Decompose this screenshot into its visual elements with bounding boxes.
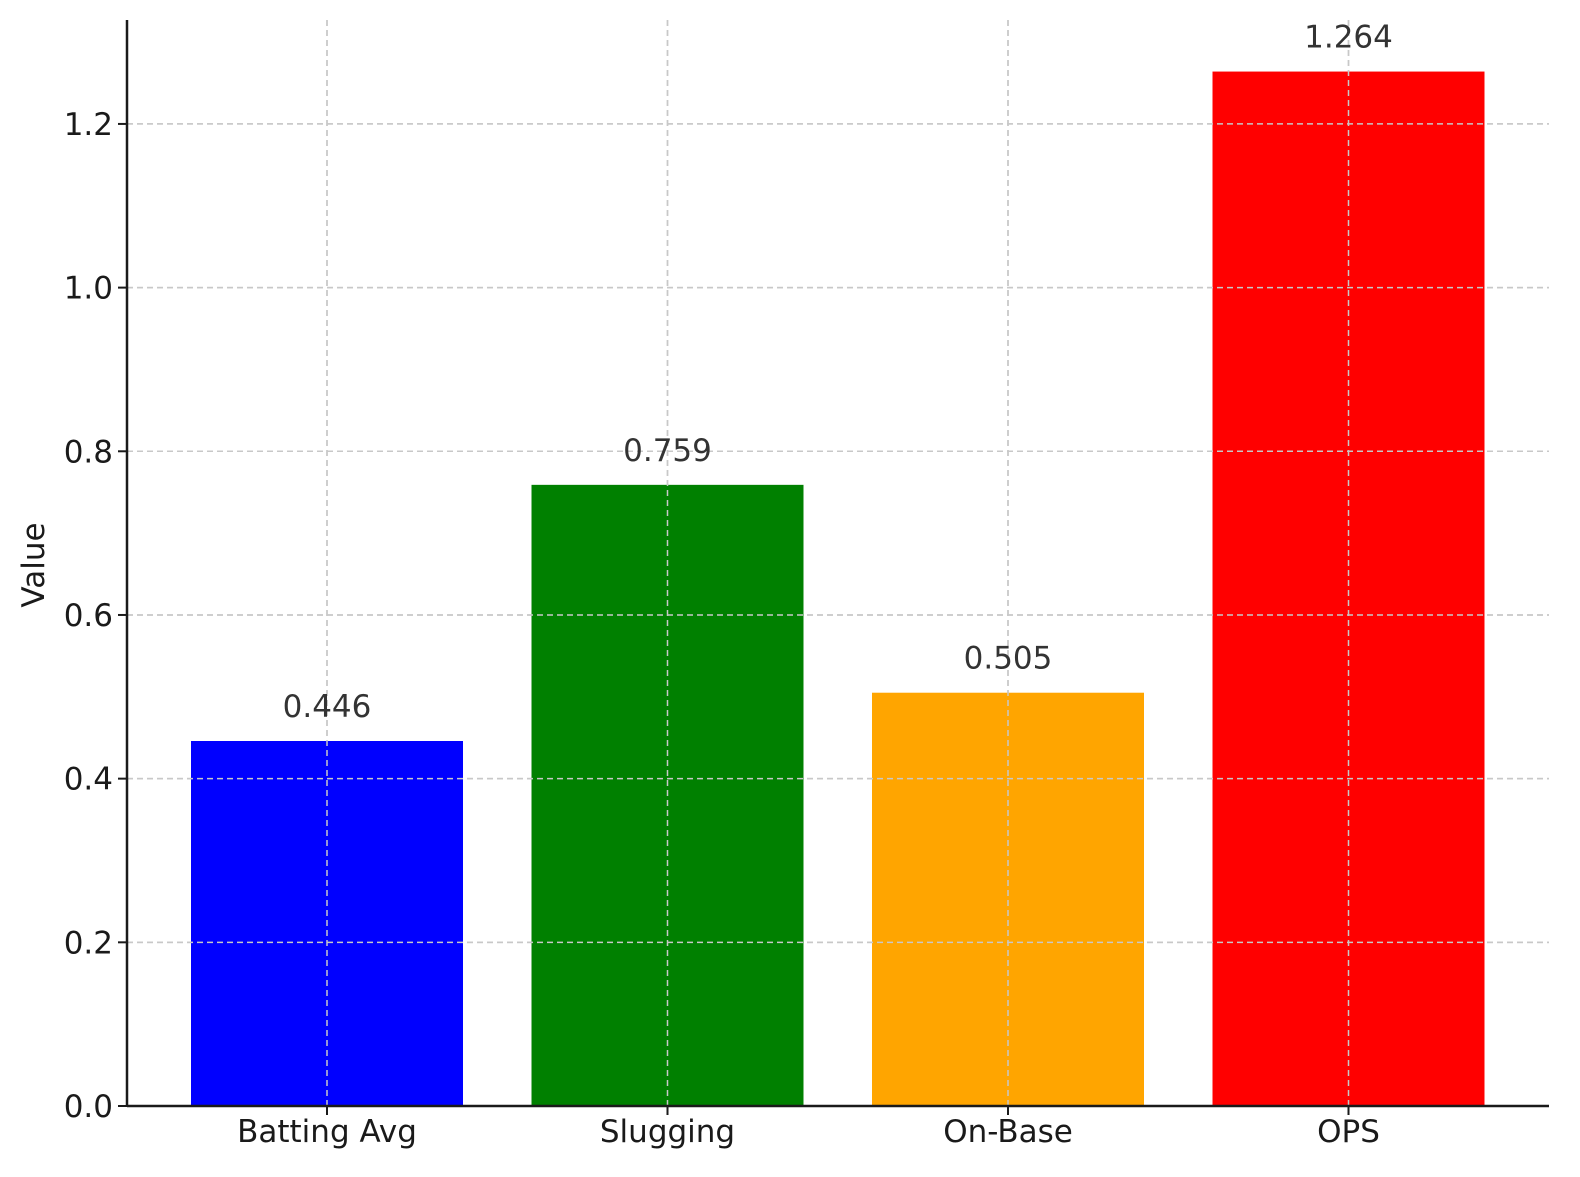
bars [127, 20, 1549, 1107]
bar-value-label: 0.505 [964, 641, 1053, 677]
x-tick-label: On-Base [943, 1114, 1073, 1150]
axes [118, 20, 1549, 1115]
x-tick-label: Slugging [600, 1114, 735, 1150]
bar-value-label: 0.446 [283, 689, 372, 725]
bar-value-label: 0.759 [623, 433, 712, 469]
y-tick-label: 1.0 [64, 271, 113, 307]
labels: 0.0 0.2 0.4 0.6 0.8 1.0 1.2 0.446 Batting Avg 0.7… [64, 20, 1393, 1150]
bar-value-label: 1.264 [1304, 20, 1393, 56]
y-tick-label: 0.4 [64, 762, 113, 798]
x-tick-label: Batting Avg [237, 1114, 417, 1150]
y-tick-label: 0.6 [64, 598, 113, 634]
y-tick-label: 0.0 [64, 1089, 113, 1125]
y-tick-label: 0.8 [64, 434, 113, 470]
x-tick-label: OPS [1317, 1114, 1380, 1150]
y-tick-label: 0.2 [64, 925, 113, 961]
y-axis-title: Value [16, 522, 52, 607]
y-tick-label: 1.2 [64, 107, 113, 143]
